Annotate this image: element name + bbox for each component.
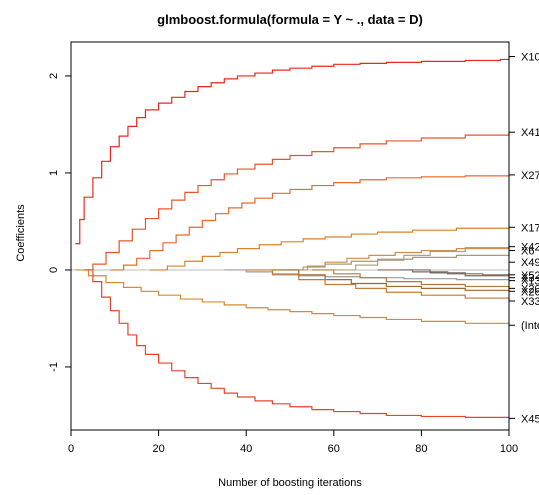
series-line-intercept bbox=[75, 269, 510, 326]
plot-frame bbox=[70, 41, 510, 431]
series-line-x6 bbox=[333, 243, 510, 271]
y-axis: -1 0 1 2 bbox=[48, 73, 71, 372]
x-axis: 0 20 40 60 80 100 bbox=[68, 430, 518, 455]
series-end-label: (Intercept) bbox=[521, 320, 539, 332]
series-end-label: X33 bbox=[521, 296, 539, 308]
x-tick-label: 0 bbox=[68, 443, 74, 455]
series-layer bbox=[75, 56, 510, 419]
x-tick-label: 40 bbox=[240, 443, 252, 455]
series-line-x45 bbox=[84, 269, 510, 419]
y-tick-label: 2 bbox=[48, 73, 60, 79]
x-tick-label: 20 bbox=[152, 443, 164, 455]
series-line-x26 bbox=[272, 269, 510, 292]
y-tick-label: 0 bbox=[48, 267, 60, 273]
series-end-label: X49 bbox=[521, 257, 539, 269]
series-end-label: X6 bbox=[521, 246, 534, 258]
series-end-label: X3 bbox=[521, 273, 534, 285]
series-line-x42 bbox=[290, 246, 510, 271]
series-end-label: X26 bbox=[521, 286, 539, 298]
series-line-x52 bbox=[377, 269, 510, 276]
series-end-label: X52 bbox=[521, 270, 539, 282]
series-line-x17 bbox=[149, 227, 510, 271]
series-line-x41 bbox=[84, 132, 510, 271]
series-end-label: X20 bbox=[521, 283, 539, 295]
series-end-label: X42 bbox=[521, 242, 539, 254]
x-axis-label: Number of boosting iterations bbox=[218, 477, 362, 489]
series-end-label: X27 bbox=[521, 170, 539, 182]
series-end-label: X17 bbox=[521, 222, 539, 234]
series-line-x33 bbox=[246, 269, 510, 301]
series-line-x27 bbox=[110, 174, 510, 271]
series-line-x20 bbox=[311, 269, 510, 289]
y-tick-label: -1 bbox=[48, 362, 60, 372]
series-end-label: X45 bbox=[521, 413, 539, 425]
y-axis-label: Coefficients bbox=[15, 204, 27, 262]
chart-title: glmboost.formula(formula = Y ~ ., data =… bbox=[157, 12, 423, 27]
series-line-x10 bbox=[75, 56, 510, 245]
x-tick-label: 100 bbox=[500, 443, 518, 455]
series-end-label: X13 bbox=[521, 276, 539, 288]
series-line-x49 bbox=[281, 253, 510, 271]
y-tick-label: 1 bbox=[48, 170, 60, 176]
series-end-label: X41 bbox=[521, 127, 539, 139]
x-tick-label: 80 bbox=[415, 443, 427, 455]
series-end-label: X10 bbox=[521, 52, 539, 64]
x-tick-label: 60 bbox=[328, 443, 340, 455]
